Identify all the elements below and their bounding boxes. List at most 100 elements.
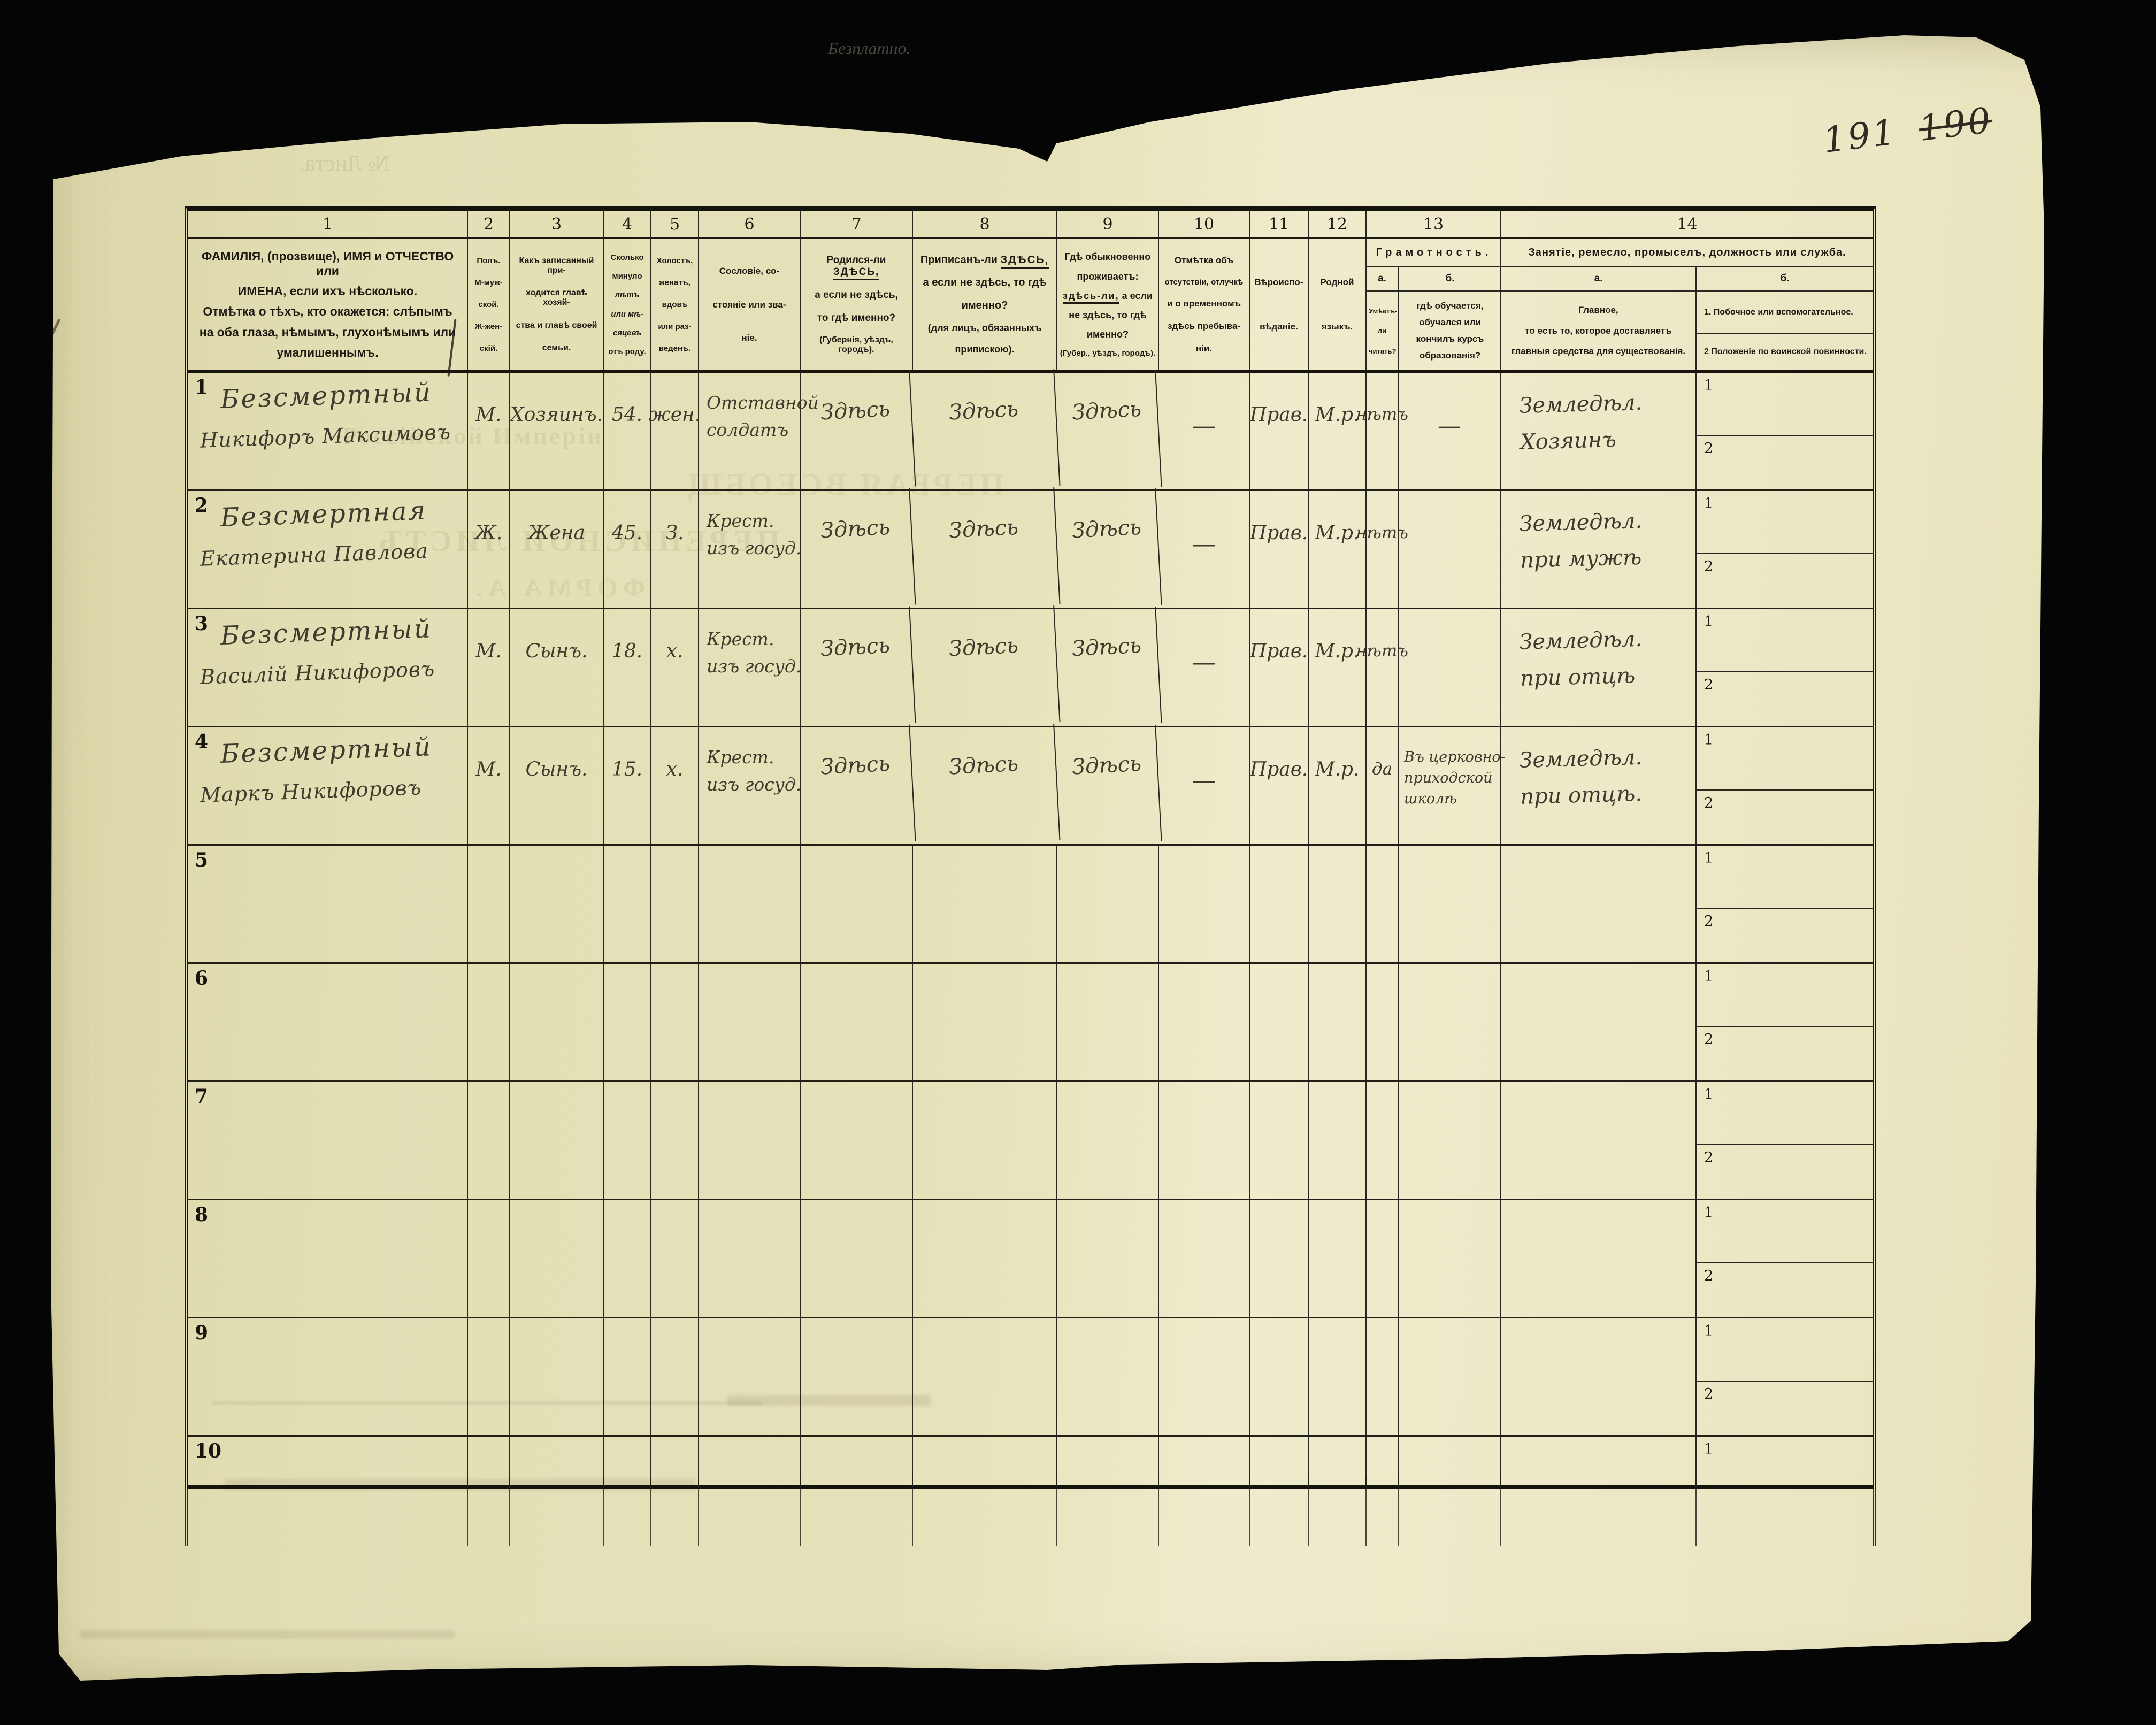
secondary-occupation-slot: 1 <box>1697 1437 1873 1485</box>
estate-line: изъ госуд. <box>707 656 802 677</box>
surname: Безсмертная <box>220 495 428 533</box>
slot-label: 2 <box>1704 558 1714 575</box>
rule-tail <box>1057 1476 1159 1546</box>
cell-literacy-reads: нѣтъ <box>1356 491 1408 608</box>
header-line: отсутствіи, отлучкѣ <box>1164 278 1244 287</box>
col-number: 3 <box>510 211 604 237</box>
cell-name: 10 <box>188 1437 468 1485</box>
header-line: а если не здѣсь, <box>815 289 898 301</box>
header-line: образованія? <box>1419 350 1481 361</box>
cell-name: 8 <box>188 1200 468 1317</box>
header-age: Сколько минуло лѣтъ или мѣ- сяцевъ отъ р… <box>604 239 651 370</box>
header-literacy-title: Грамотность. <box>1367 239 1501 267</box>
cell-relation: Сынъ. <box>510 727 604 844</box>
header-sublabel-b: б. <box>1697 267 1873 292</box>
cell-age <box>604 1082 651 1199</box>
cell-estate: Крест. изъ госуд. <box>699 727 801 844</box>
header-line: 2 Положеніе по воинской повинности. <box>1704 347 1867 357</box>
col-number: 6 <box>699 211 801 237</box>
cell-occupation-main <box>1501 1200 1697 1317</box>
cell-absence: — <box>1159 727 1250 844</box>
header-line: а если не здѣсь, то гдѣ <box>923 277 1047 289</box>
header-line: М-муж- <box>474 278 503 287</box>
header-line: обучался или <box>1419 317 1481 327</box>
header-line: Полъ. <box>477 256 501 265</box>
estate-line: Отставной <box>707 392 819 413</box>
table-row: 4 Безсмертный Маркъ Никифоровъ М. Сынъ. … <box>188 724 1873 848</box>
cell-relation: Жена <box>510 491 604 608</box>
header-occupation: Занятіе, ремесло, промыселъ, должность и… <box>1501 239 1873 370</box>
cell-name: 2 Безсмертная Екатерина Павлова <box>188 491 468 608</box>
row-number: 1 <box>195 376 209 398</box>
rule-tail <box>1399 1476 1501 1546</box>
header-line: проживаетъ: <box>1077 271 1139 282</box>
cell-religion: Прав. <box>1250 727 1309 844</box>
cell-marital <box>651 1318 699 1435</box>
header-sex: Полъ. М-муж- ской. Ж-жен- скій. <box>468 239 510 370</box>
header-line: именно? <box>961 299 1008 311</box>
header-line: припискою). <box>955 344 1015 355</box>
cell-estate <box>699 846 801 962</box>
secondary-occupation-slot: 1 <box>1697 373 1873 436</box>
row-number: 6 <box>195 967 209 990</box>
header-line: женатъ, <box>659 278 690 287</box>
cell-age: 15. <box>604 727 651 844</box>
cell-birthplace <box>801 1437 913 1485</box>
cell-literacy-reads <box>1367 1318 1399 1435</box>
cell-age <box>604 1318 651 1435</box>
header-literacy-b: гдѣ обучается, обучался или кончилъ курс… <box>1399 292 1501 370</box>
ghost-text-smudge <box>80 1630 455 1639</box>
cell-occupation-main: Земледѣл. Хозяинъ <box>1501 373 1697 489</box>
cell-occupation-main <box>1501 846 1697 962</box>
header-underlined: ЗДѢСЬ, <box>1000 254 1049 269</box>
cell-religion: Прав. <box>1250 491 1309 608</box>
cell-relation <box>510 846 604 962</box>
cell-age: 54. <box>604 373 651 489</box>
cell-birthplace: Здѣсь <box>797 724 916 847</box>
cell-estate <box>699 1318 801 1435</box>
header-underlined: здѣсь-ли, <box>1063 290 1119 304</box>
occupation-line: Земледѣл. <box>1518 508 1643 536</box>
cell-relation <box>510 1437 604 1485</box>
military-status-slot: 2 <box>1697 436 1873 489</box>
folio-number: 191 190 <box>1821 99 1994 161</box>
header-literacy: Грамотность. а. б. Умѣетъ- ли читать? гд… <box>1367 239 1501 370</box>
col-number: 8 <box>913 211 1057 237</box>
cell-literacy-reads <box>1367 1082 1399 1199</box>
cell-occupation-secondary: 1 2 <box>1697 609 1873 726</box>
cell-literacy-school <box>1399 1200 1501 1317</box>
header-marital: Холостъ, женатъ, вдовъ или раз- веденъ. <box>651 239 699 370</box>
cell-literacy-reads: нѣтъ <box>1356 609 1408 726</box>
slot-label: 2 <box>1704 1149 1714 1166</box>
secondary-occupation-slot: 1 <box>1697 1082 1873 1145</box>
cell-residence <box>1057 846 1159 962</box>
slot-label: 2 <box>1704 1385 1714 1402</box>
header-line: вдовъ <box>662 300 688 309</box>
header-line: здѣсь-ли, а если <box>1060 290 1156 304</box>
school-line: школѣ <box>1404 791 1457 808</box>
col-number: 7 <box>801 211 913 237</box>
header-line: Вѣроиспо- <box>1254 277 1303 287</box>
cell-registration <box>913 1200 1057 1317</box>
cell-literacy-school: — <box>1399 373 1501 489</box>
header-line: то есть то, которое доставляетъ <box>1525 325 1672 336</box>
cell-sex <box>468 1200 510 1317</box>
occupation-line: при мужѣ <box>1520 545 1642 573</box>
cell-absence <box>1159 1318 1250 1435</box>
cell-literacy-reads <box>1367 846 1399 962</box>
header-line: отъ роду. <box>608 347 646 356</box>
cell-estate: Крест. изъ госуд. <box>699 491 801 608</box>
header-relation: Какъ записанный при- ходится главѣ хозяй… <box>510 239 604 370</box>
header-line: семьи. <box>542 343 571 352</box>
header-line: Родной <box>1320 277 1354 287</box>
military-status-slot: 2 <box>1697 909 1873 962</box>
header-line: (Губернія, уѣздъ, городъ). <box>819 335 893 354</box>
cell-residence: Здѣсь <box>1054 488 1162 610</box>
table-header-row: ФАМИЛІЯ, (прозвище), ИМЯ и ОТЧЕСТВО или … <box>188 239 1873 373</box>
cell-estate: Отставной солдатъ <box>699 373 819 489</box>
row-number: 4 <box>195 731 209 753</box>
header-line: веденъ. <box>658 344 691 353</box>
header-birthplace: Родился-ли ЗДѢСЬ, а если не здѣсь, то гд… <box>801 239 913 370</box>
table-row: 3 Безсмертный Василій Никифоровъ М. Сынъ… <box>188 605 1873 730</box>
slot-label: 1 <box>1704 850 1714 867</box>
